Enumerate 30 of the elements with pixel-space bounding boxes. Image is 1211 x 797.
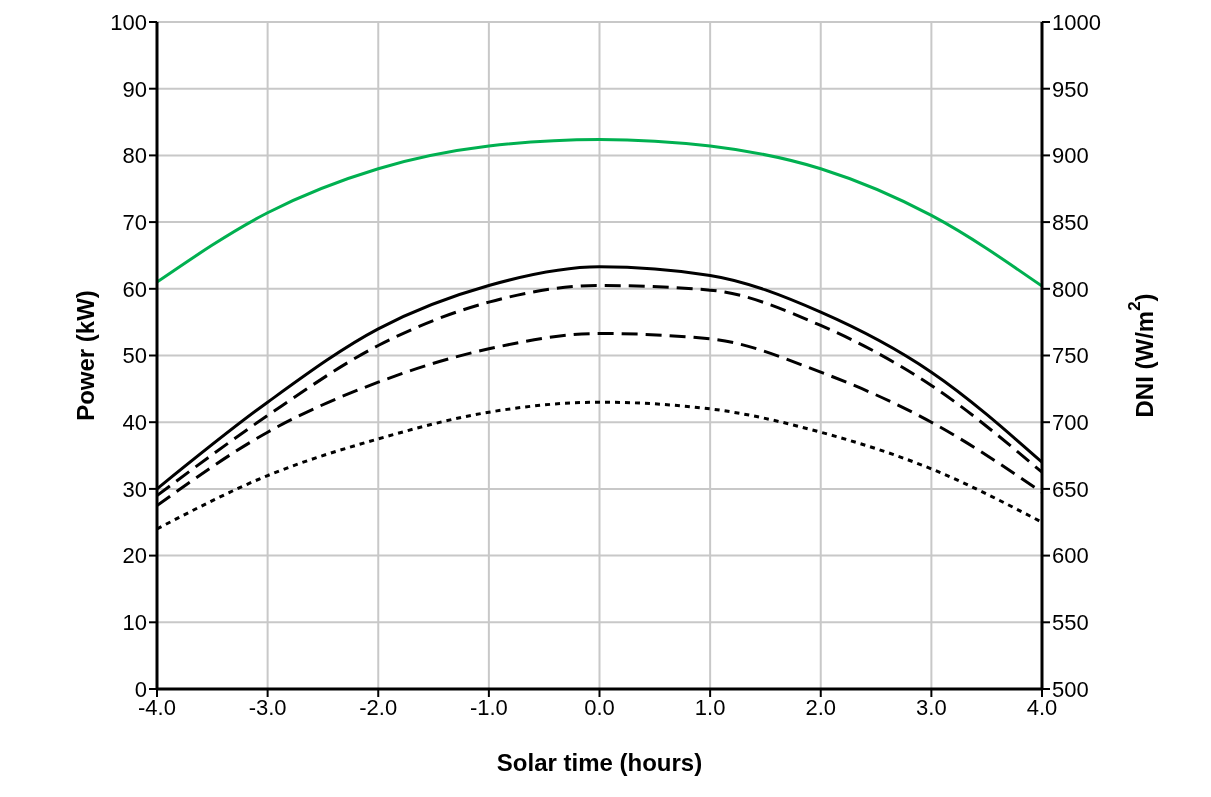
y2-tick-label: 850 (1052, 209, 1089, 235)
x-tick-label: -2.0 (359, 694, 398, 720)
line-series (157, 137, 1042, 288)
y2-tick-label: 700 (1052, 410, 1089, 436)
y-tick-label: 90 (122, 76, 147, 102)
y2-tick-label: 750 (1052, 343, 1089, 369)
x-tick-label: 0.0 (584, 694, 615, 720)
x-tick-label: 3.0 (916, 694, 947, 720)
y-tick-label: 60 (122, 276, 147, 302)
y-tick-label: 50 (122, 343, 147, 369)
x-tick-label: -3.0 (248, 694, 287, 720)
x-axis-title: Solar time (hours) (496, 749, 703, 776)
y-tick-label: 70 (122, 209, 147, 235)
y-tick-label: 40 (122, 410, 147, 436)
x-tick-label: -1.0 (469, 694, 508, 720)
y2-tick-label: 650 (1052, 476, 1089, 502)
y-tick-label: 10 (122, 610, 147, 636)
y2-tick-label: 800 (1052, 276, 1089, 302)
y-tick-label: 80 (122, 143, 147, 169)
x-tick-label: 2.0 (805, 694, 837, 720)
y2-tick-label: 1000 (1052, 9, 1101, 35)
y2-tick-label: 550 (1052, 610, 1089, 636)
y2-tick-label: 600 (1052, 543, 1089, 569)
y-tick-label: 30 (122, 476, 147, 502)
y-tick-label: 100 (110, 9, 147, 35)
y2-tick-label: 900 (1052, 143, 1089, 169)
y-axis-title: Power (kW) (71, 290, 99, 421)
y2-tick-label: 950 (1052, 76, 1089, 102)
y-tick-label: 20 (122, 543, 147, 569)
x-tick-label: 1.0 (694, 694, 726, 720)
